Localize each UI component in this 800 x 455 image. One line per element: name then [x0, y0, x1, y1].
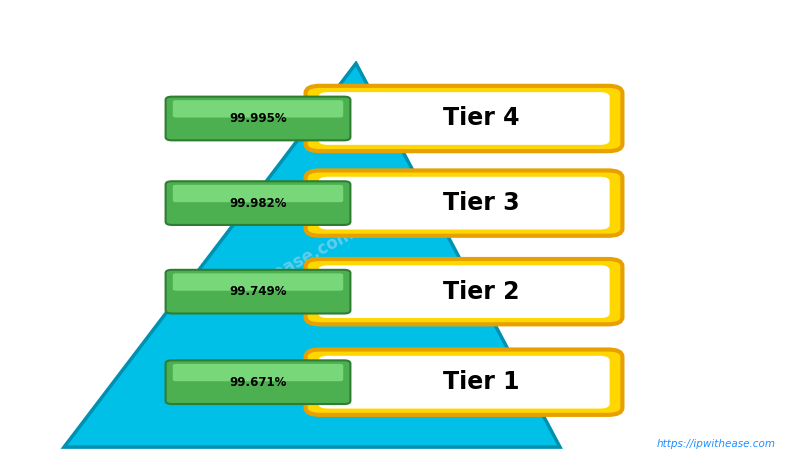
Text: Tier 1: Tier 1 [443, 370, 519, 394]
Text: 99.982%: 99.982% [230, 197, 286, 210]
FancyBboxPatch shape [173, 100, 343, 117]
Text: Tier 3: Tier 3 [443, 191, 519, 215]
Text: DATA CENTER TIER CLASSIFICATION: DATA CENTER TIER CLASSIFICATION [137, 18, 663, 44]
FancyBboxPatch shape [306, 259, 622, 324]
FancyBboxPatch shape [166, 270, 350, 313]
FancyBboxPatch shape [306, 86, 622, 151]
Text: 99.749%: 99.749% [230, 285, 286, 298]
Text: Tier 2: Tier 2 [443, 280, 519, 303]
FancyBboxPatch shape [166, 181, 350, 225]
FancyBboxPatch shape [318, 92, 610, 145]
FancyBboxPatch shape [173, 364, 343, 381]
FancyBboxPatch shape [318, 265, 610, 318]
Text: https://ipwithease.com: https://ipwithease.com [657, 439, 776, 449]
FancyBboxPatch shape [173, 185, 343, 202]
FancyBboxPatch shape [306, 171, 622, 236]
Text: ipwithease.com: ipwithease.com [219, 223, 357, 308]
FancyBboxPatch shape [166, 360, 350, 404]
FancyBboxPatch shape [173, 273, 343, 291]
FancyBboxPatch shape [166, 96, 350, 140]
Text: 99.995%: 99.995% [229, 112, 287, 125]
Polygon shape [64, 63, 560, 447]
Text: 99.671%: 99.671% [230, 376, 286, 389]
FancyBboxPatch shape [318, 177, 610, 229]
Text: Tier 4: Tier 4 [443, 106, 519, 131]
FancyBboxPatch shape [318, 356, 610, 409]
FancyBboxPatch shape [306, 349, 622, 415]
